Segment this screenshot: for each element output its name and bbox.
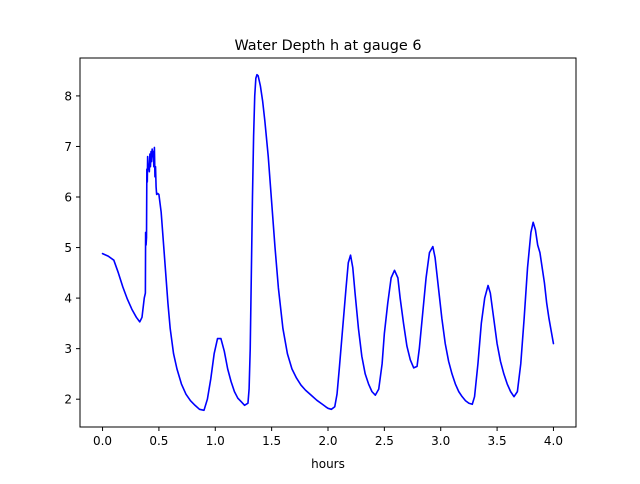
x-axis: 0.0 0.5 1.0 1.5 2.0 2.5 3.0 3.5 4.0 [93,427,563,448]
chart-title: Water Depth h at gauge 6 [234,38,421,54]
y-tick-label: 2 [64,393,72,407]
x-tick-label: 0.0 [93,434,112,448]
y-tick-label: 8 [64,89,72,103]
x-tick-label: 2.5 [375,434,394,448]
y-tick-label: 3 [64,342,72,356]
y-tick-label: 6 [64,191,72,205]
x-tick-label: 4.0 [544,434,563,448]
x-axis-label: hours [311,457,345,471]
y-tick-label: 5 [64,241,72,255]
y-axis: 2 3 4 5 6 7 8 [64,89,80,407]
axes-frame [79,57,577,428]
y-tick-label: 4 [64,292,72,306]
y-tick-label: 7 [64,140,72,154]
plot-area [101,73,555,412]
x-tick-label: 1.0 [206,434,225,448]
x-tick-label: 2.0 [318,434,337,448]
x-tick-label: 0.5 [149,434,168,448]
series-line-0 [101,73,555,412]
x-tick-label: 3.5 [488,434,507,448]
x-tick-label: 1.5 [262,434,281,448]
x-tick-label: 3.0 [431,434,450,448]
